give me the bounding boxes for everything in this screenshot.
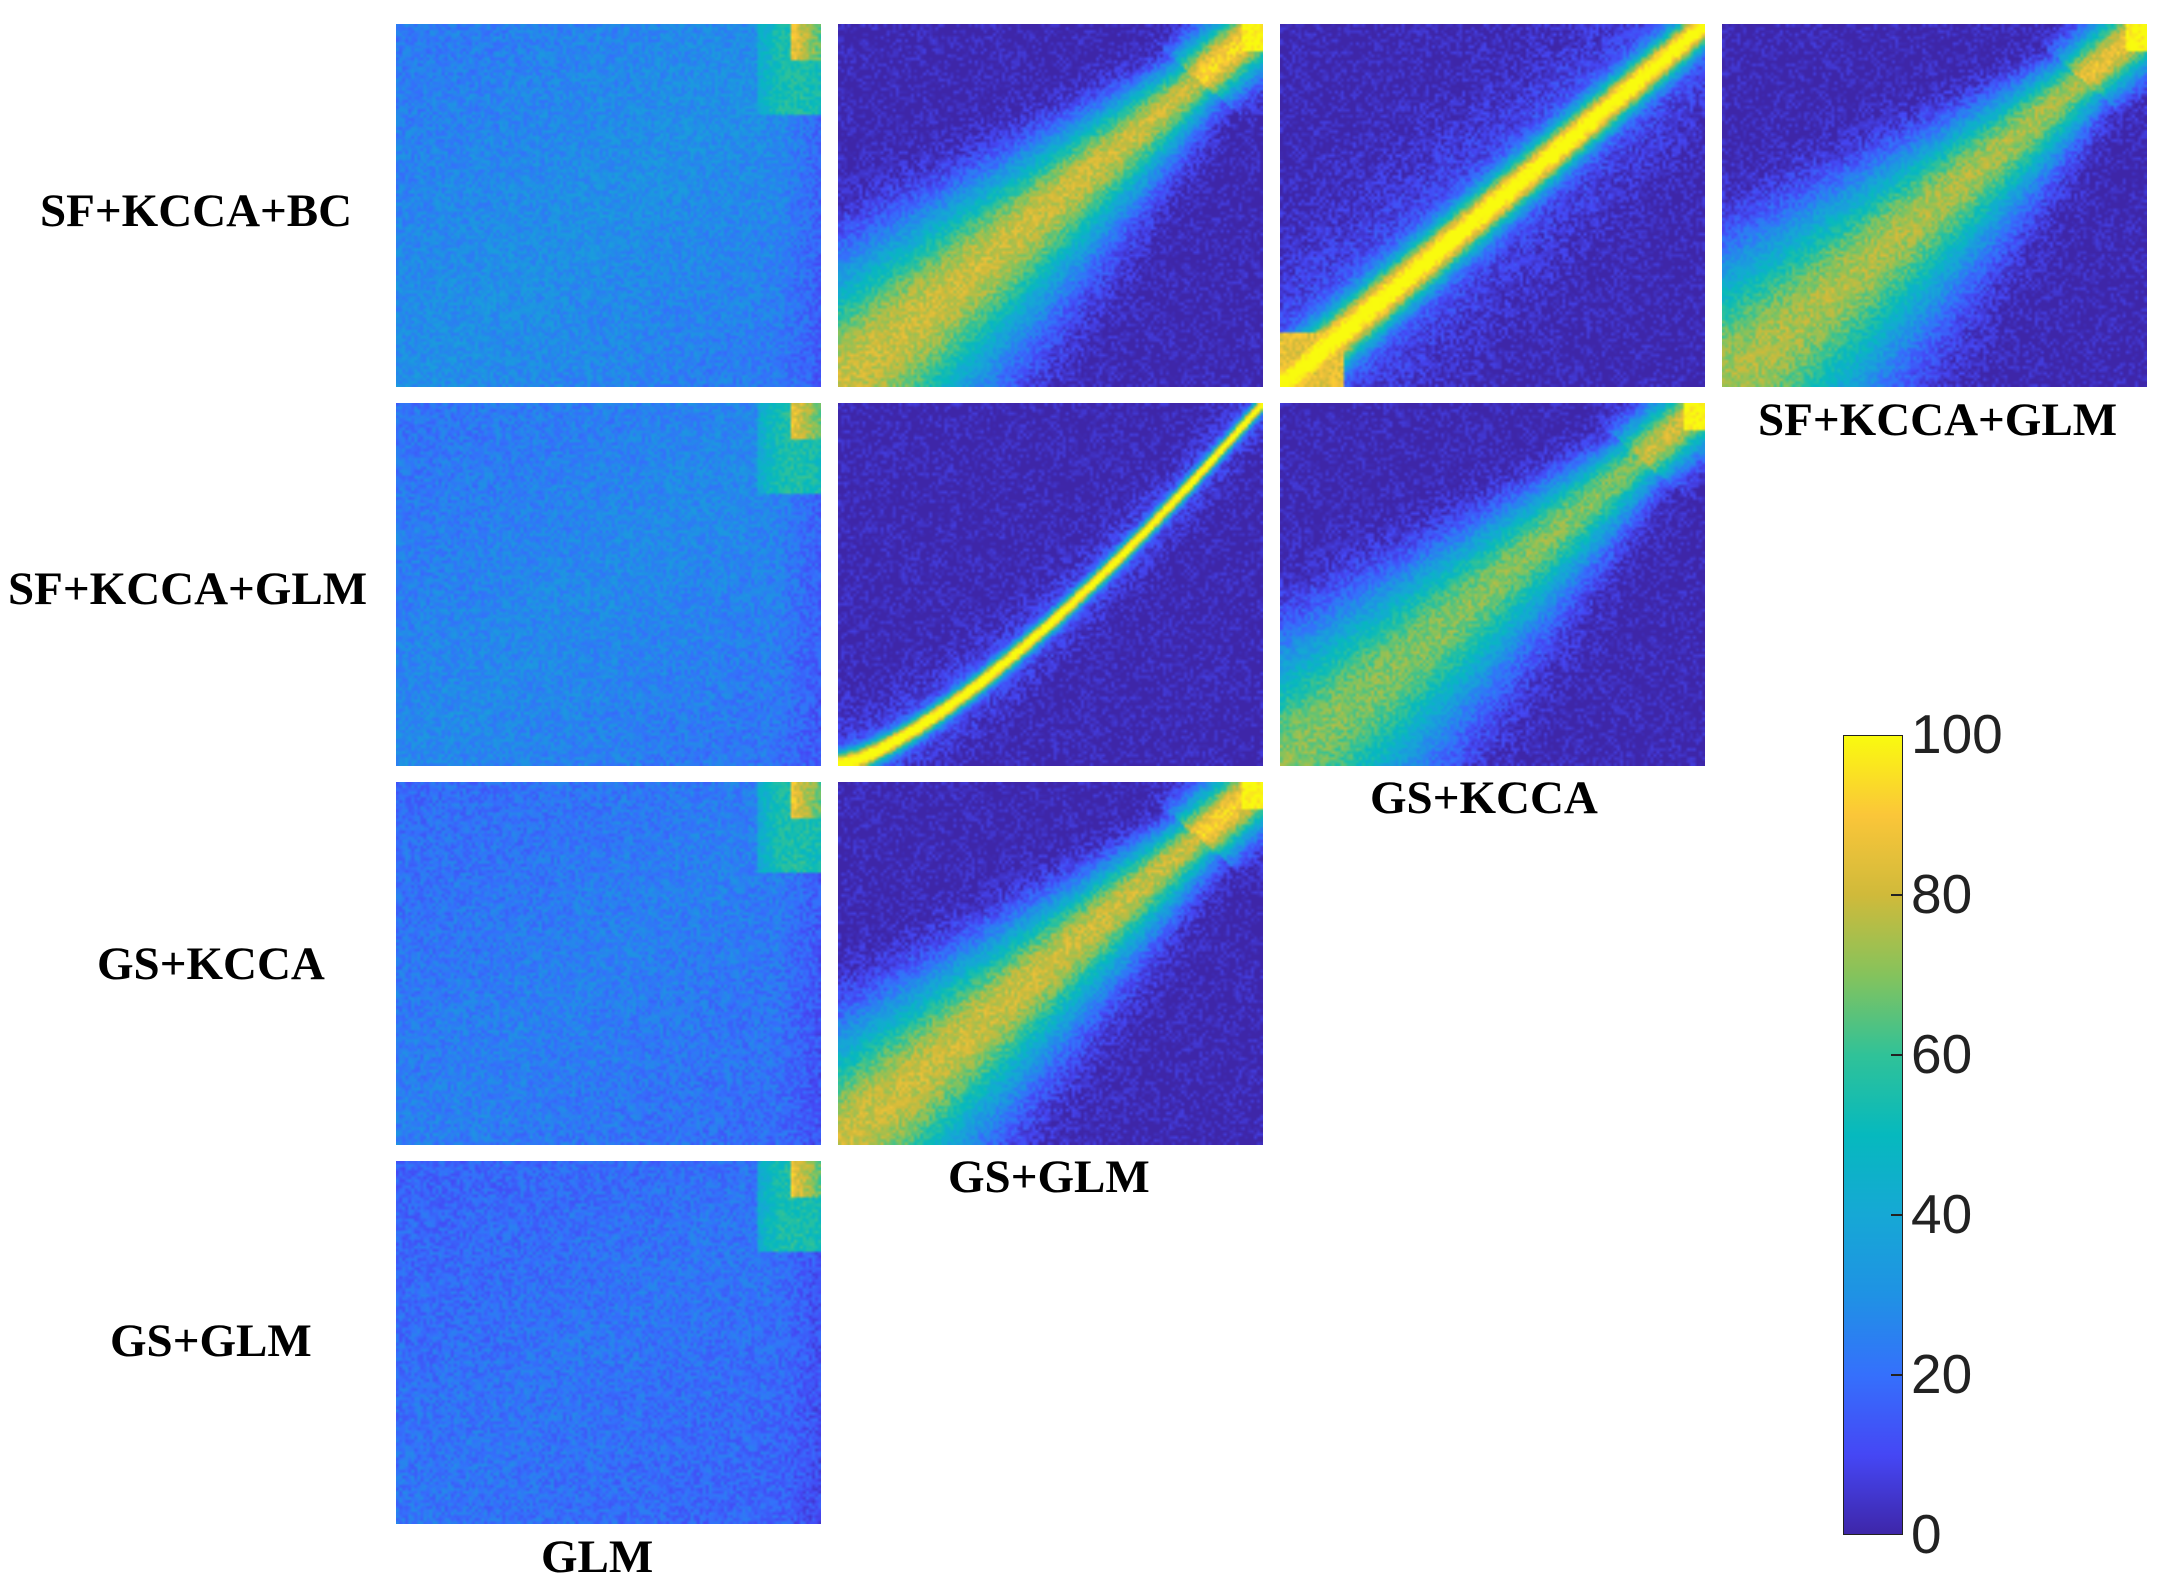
row-label-3: GS+GLM bbox=[110, 1315, 312, 1367]
heatmap-panel-r2-c0 bbox=[396, 782, 821, 1145]
col-label-3: SF+KCCA+GLM bbox=[1758, 394, 2118, 446]
row-label-1: SF+KCCA+GLM bbox=[8, 563, 368, 615]
heatmap-panel-r2-c1 bbox=[838, 782, 1263, 1145]
heatmap-panel-r0-c3 bbox=[1722, 24, 2147, 387]
col-label-2: GS+KCCA bbox=[1370, 772, 1598, 824]
row-label-2: GS+KCCA bbox=[97, 938, 325, 990]
colorbar-tick-label-60: 60 bbox=[1911, 1023, 1973, 1085]
colorbar bbox=[1843, 735, 1903, 1535]
heatmap-panel-r3-c0 bbox=[396, 1161, 821, 1524]
colorbar-tick-label-0: 0 bbox=[1911, 1503, 1942, 1565]
col-label-0: GLM bbox=[541, 1531, 654, 1583]
colorbar-tick-label-100: 100 bbox=[1911, 703, 2003, 765]
heatmap-panel-r0-c1 bbox=[838, 24, 1263, 387]
colorbar-tick-label-80: 80 bbox=[1911, 863, 1973, 925]
colorbar-gradient bbox=[1843, 735, 1903, 1535]
heatmap-panel-r1-c2 bbox=[1280, 403, 1705, 766]
heatmap-panel-r1-c1 bbox=[838, 403, 1263, 766]
heatmap-panel-r0-c0 bbox=[396, 24, 821, 387]
colorbar-tick-label-40: 40 bbox=[1911, 1183, 1973, 1245]
row-label-0: SF+KCCA+BC bbox=[40, 185, 353, 237]
colorbar-tick-label-20: 20 bbox=[1911, 1343, 1973, 1405]
col-label-1: GS+GLM bbox=[948, 1151, 1150, 1203]
heatmap-panel-r0-c2 bbox=[1280, 24, 1705, 387]
heatmap-panel-r1-c0 bbox=[396, 403, 821, 766]
